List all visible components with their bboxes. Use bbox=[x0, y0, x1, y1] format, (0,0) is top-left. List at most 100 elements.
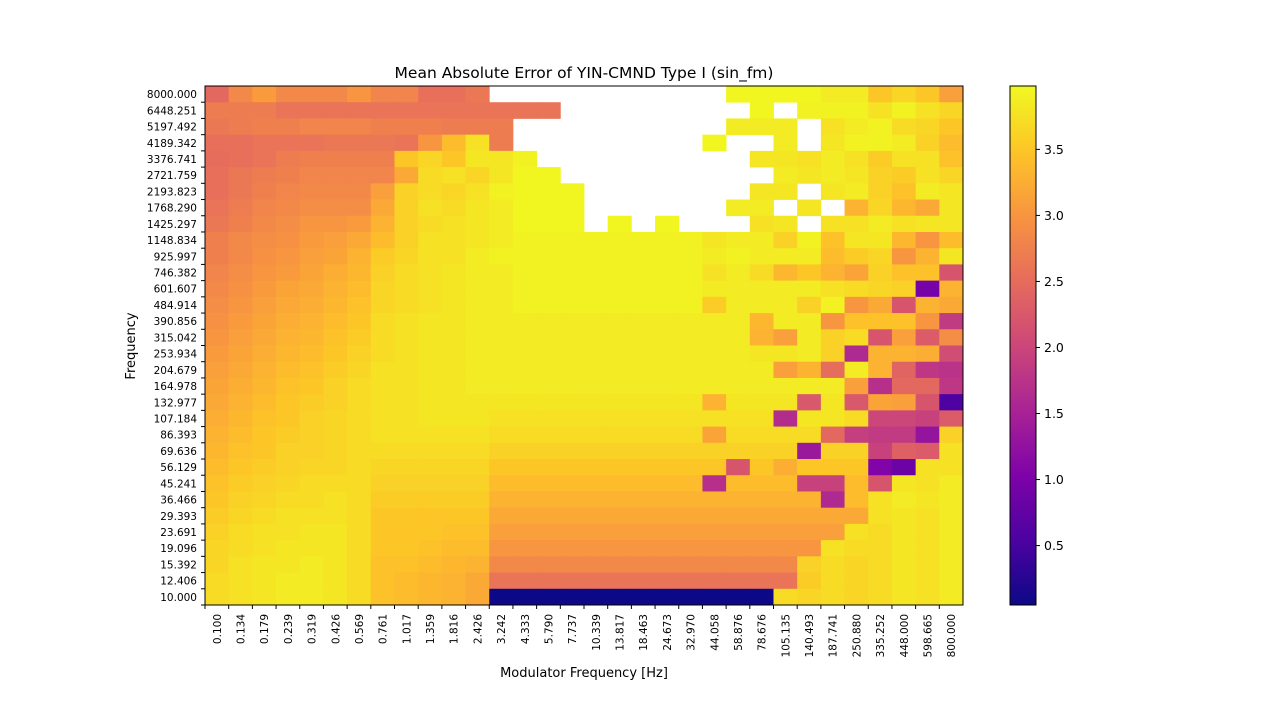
heatmap-cell bbox=[560, 475, 585, 492]
heatmap-cell bbox=[702, 134, 727, 152]
heatmap-cell bbox=[631, 313, 656, 330]
heatmap-cell bbox=[252, 394, 277, 411]
heatmap-cell bbox=[844, 296, 869, 314]
heatmap-cell bbox=[939, 442, 964, 460]
heatmap-cell bbox=[797, 361, 822, 379]
heatmap-cell bbox=[820, 459, 845, 476]
heatmap-cell bbox=[489, 215, 514, 233]
heatmap-cell bbox=[820, 264, 845, 282]
heatmap-cell bbox=[418, 167, 443, 184]
y-tick-label: 601.607 bbox=[154, 284, 197, 296]
heatmap-cell bbox=[323, 459, 348, 476]
heatmap-cell bbox=[418, 540, 443, 557]
heatmap-cell bbox=[560, 442, 585, 460]
heatmap-cell bbox=[489, 313, 514, 330]
heatmap-cell bbox=[749, 523, 774, 541]
heatmap-cell bbox=[773, 118, 798, 136]
x-tick-label: 78.676 bbox=[757, 614, 769, 651]
heatmap-cell bbox=[465, 183, 490, 200]
heatmap-cell bbox=[323, 102, 348, 119]
heatmap-cell bbox=[820, 329, 845, 346]
heatmap-cell bbox=[820, 313, 845, 330]
heatmap-cell bbox=[370, 345, 395, 363]
x-tick-label: 0.134 bbox=[236, 614, 248, 644]
heatmap-cell bbox=[939, 377, 964, 395]
heatmap-cell bbox=[678, 556, 703, 573]
heatmap-cell bbox=[465, 150, 490, 168]
heatmap-cell bbox=[252, 296, 277, 314]
heatmap-cell bbox=[560, 329, 585, 346]
heatmap-cell bbox=[418, 394, 443, 411]
heatmap-cell bbox=[820, 118, 845, 136]
heatmap-cell bbox=[370, 134, 395, 152]
heatmap-cell bbox=[276, 459, 301, 476]
heatmap-cell bbox=[299, 345, 324, 363]
heatmap-cell bbox=[441, 426, 466, 444]
heatmap-cell bbox=[276, 134, 301, 152]
heatmap-cell bbox=[394, 118, 419, 136]
heatmap-cell bbox=[726, 231, 751, 249]
heatmap-cell bbox=[773, 134, 798, 152]
heatmap-cell bbox=[252, 102, 277, 119]
heatmap-cell bbox=[228, 215, 253, 233]
heatmap-cell bbox=[726, 523, 751, 541]
heatmap-cell bbox=[915, 394, 940, 411]
heatmap-cell bbox=[631, 556, 656, 573]
heatmap-cell bbox=[702, 264, 727, 282]
heatmap-cell bbox=[252, 167, 277, 184]
heatmap-cell bbox=[891, 280, 917, 298]
heatmap-cell bbox=[489, 426, 514, 444]
heatmap-cell bbox=[394, 134, 419, 152]
heatmap-cell bbox=[205, 296, 230, 314]
heatmap-cell bbox=[844, 523, 869, 541]
heatmap-cell bbox=[418, 296, 443, 314]
heatmap-cell bbox=[418, 345, 443, 363]
heatmap-cell bbox=[370, 491, 395, 509]
heatmap-cell bbox=[394, 313, 419, 330]
heatmap-cell bbox=[607, 280, 632, 298]
heatmap-cell bbox=[512, 475, 538, 492]
heatmap-cell bbox=[773, 264, 798, 282]
heatmap-cell bbox=[702, 540, 727, 557]
heatmap-cell bbox=[370, 377, 395, 395]
heatmap-cell bbox=[370, 361, 395, 379]
heatmap-cell bbox=[370, 199, 395, 217]
heatmap-cell bbox=[465, 410, 490, 427]
heatmap-cell bbox=[489, 459, 514, 476]
heatmap-cell bbox=[536, 377, 561, 395]
heatmap-cell bbox=[584, 296, 609, 314]
heatmap-cell bbox=[726, 540, 751, 557]
heatmap-cell bbox=[726, 377, 751, 395]
heatmap-cell bbox=[607, 377, 632, 395]
heatmap-cell bbox=[394, 588, 419, 606]
heatmap-cell bbox=[299, 280, 324, 298]
heatmap-cell bbox=[418, 361, 443, 379]
heatmap-cell bbox=[607, 475, 632, 492]
heatmap-cell bbox=[939, 572, 964, 590]
heatmap-cell bbox=[276, 442, 301, 460]
heatmap-cell bbox=[915, 345, 940, 363]
heatmap-cell bbox=[631, 231, 656, 249]
y-tick-label: 45.241 bbox=[160, 478, 197, 490]
heatmap-cell bbox=[584, 572, 609, 590]
heatmap-cell bbox=[512, 248, 538, 265]
heatmap-cell bbox=[299, 296, 324, 314]
heatmap-cell bbox=[252, 442, 277, 460]
heatmap-cell bbox=[678, 507, 703, 525]
heatmap-cell bbox=[252, 361, 277, 379]
heatmap-cell bbox=[228, 150, 253, 168]
heatmap-cell bbox=[820, 167, 845, 184]
heatmap-cell bbox=[418, 150, 443, 168]
heatmap-cell bbox=[252, 231, 277, 249]
heatmap-cell bbox=[631, 572, 656, 590]
heatmap-cell bbox=[702, 475, 727, 492]
heatmap-cell bbox=[205, 523, 230, 541]
heatmap-cell bbox=[891, 150, 917, 168]
heatmap-cell bbox=[773, 345, 798, 363]
heatmap-cell bbox=[323, 588, 348, 606]
heatmap-cell bbox=[323, 231, 348, 249]
heatmap-cell bbox=[512, 102, 538, 119]
heatmap-cell bbox=[370, 572, 395, 590]
heatmap-cell bbox=[797, 264, 822, 282]
heatmap-cell bbox=[820, 556, 845, 573]
